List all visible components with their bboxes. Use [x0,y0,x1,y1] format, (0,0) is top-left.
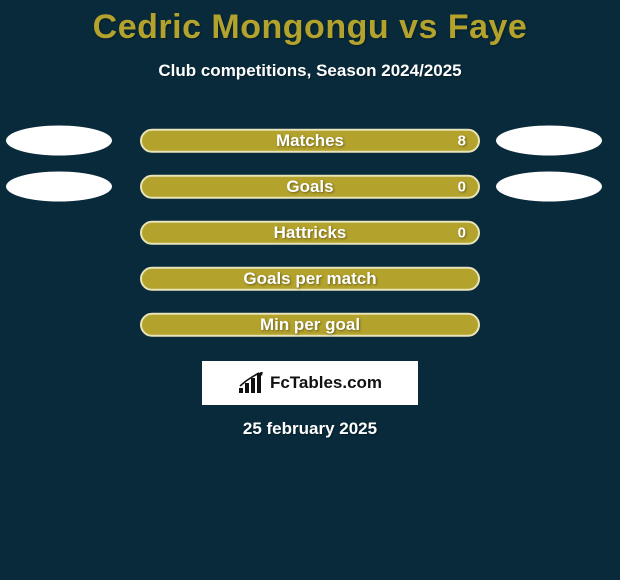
right-ellipse [496,126,602,156]
stat-bar: Goals 0 [140,175,480,199]
stat-rows: Matches 8 Goals 0 Hattricks 0 Goals per match M… [0,119,620,349]
stat-row: Matches 8 [0,119,620,165]
stat-label: Matches [276,131,344,151]
stat-bar: Matches 8 [140,129,480,153]
stat-value: 0 [458,178,466,195]
stat-label: Min per goal [260,315,360,335]
right-ellipse [496,172,602,202]
logo-text: FcTables.com [270,373,382,393]
chart-date: 25 february 2025 [0,419,620,439]
left-ellipse [6,126,112,156]
chart-subtitle: Club competitions, Season 2024/2025 [0,61,620,81]
stat-bar: Min per goal [140,313,480,337]
stat-value: 8 [458,132,466,149]
stat-label: Goals [286,177,333,197]
stat-bar: Hattricks 0 [140,221,480,245]
chart-title: Cedric Mongongu vs Faye [0,0,620,47]
stat-label: Goals per match [243,269,376,289]
stat-row: Min per goal [0,303,620,349]
stat-label: Hattricks [274,223,347,243]
stat-row: Goals per match [0,257,620,303]
fctables-logo-icon [238,372,264,394]
logo-box: FcTables.com [202,361,418,405]
left-ellipse [6,172,112,202]
stat-row: Hattricks 0 [0,211,620,257]
stat-value: 0 [458,224,466,241]
stat-bar: Goals per match [140,267,480,291]
chart-container: Cedric Mongongu vs Faye Club competition… [0,0,620,580]
stat-row: Goals 0 [0,165,620,211]
